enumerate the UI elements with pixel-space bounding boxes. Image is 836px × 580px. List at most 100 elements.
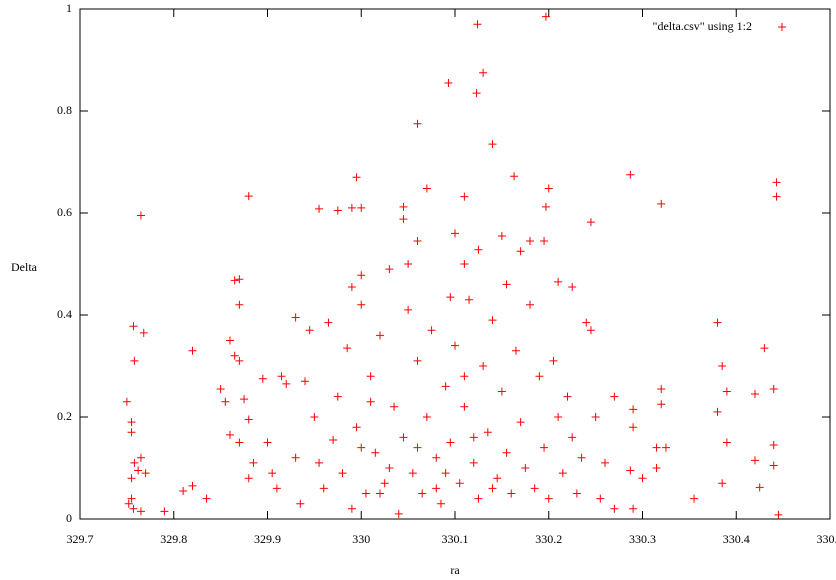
point (230, 276, 239, 285)
point (139, 328, 148, 337)
x-tick-label: 330 (352, 532, 370, 546)
point (769, 441, 778, 450)
point (769, 384, 778, 393)
point (541, 202, 550, 211)
point (235, 300, 244, 309)
point (460, 260, 469, 268)
point (610, 392, 619, 401)
point (572, 489, 581, 498)
point (591, 413, 600, 421)
point (469, 458, 478, 467)
point (722, 387, 731, 396)
point (361, 489, 370, 498)
point (413, 119, 422, 128)
point (446, 293, 455, 302)
point (586, 326, 595, 335)
point (291, 313, 300, 322)
point (385, 265, 394, 274)
point (427, 326, 436, 335)
point (772, 178, 781, 187)
point (541, 12, 550, 21)
point (404, 260, 413, 268)
point (422, 413, 431, 421)
point (357, 203, 366, 212)
y-tick-label: 0.2 (57, 409, 72, 423)
point (347, 504, 356, 513)
point (127, 418, 136, 427)
point (235, 438, 244, 447)
point (347, 282, 356, 291)
point (333, 206, 342, 215)
point (188, 481, 197, 490)
legend-marker (778, 23, 786, 31)
point (235, 275, 244, 284)
x-tick-label: 330.5 (817, 532, 836, 546)
point (244, 415, 253, 424)
point (160, 507, 169, 516)
point (455, 479, 464, 488)
point (479, 68, 488, 77)
point (690, 494, 699, 503)
point (310, 413, 319, 421)
x-tick-label: 330.4 (723, 532, 750, 546)
point (772, 192, 781, 201)
x-tick-label: 329.8 (160, 532, 187, 546)
point (394, 509, 403, 518)
point (713, 407, 722, 416)
point (544, 184, 553, 193)
point (488, 316, 497, 325)
x-tick-label: 330.1 (442, 532, 469, 546)
point (357, 300, 366, 309)
point (130, 458, 139, 467)
point (136, 211, 145, 220)
point (263, 438, 272, 447)
point (472, 89, 481, 98)
point (130, 356, 139, 365)
y-axis-label: Delta (11, 260, 38, 274)
point (474, 245, 483, 254)
y-tick-label: 1 (66, 1, 72, 15)
point (418, 489, 427, 498)
point (441, 382, 450, 391)
x-tick-label: 330.2 (535, 532, 562, 546)
point (272, 484, 281, 493)
point (179, 486, 188, 495)
point (451, 341, 459, 350)
point (497, 231, 506, 240)
point (347, 203, 356, 212)
point (473, 20, 482, 29)
point (371, 448, 380, 457)
point (474, 494, 483, 503)
point (568, 433, 577, 442)
point (760, 344, 769, 353)
point (221, 397, 230, 406)
point (469, 433, 478, 442)
point (127, 494, 136, 503)
point (535, 372, 544, 381)
point (390, 402, 399, 411)
point (629, 405, 638, 414)
y-tick-label: 0.8 (57, 103, 72, 117)
point (554, 413, 563, 421)
point (722, 438, 731, 447)
point (366, 397, 375, 406)
point (268, 469, 277, 478)
point (601, 458, 609, 467)
point (554, 277, 563, 286)
point (460, 402, 469, 411)
point (441, 469, 450, 478)
point (399, 202, 408, 211)
point (751, 456, 759, 465)
point (226, 336, 234, 345)
point (408, 469, 417, 478)
point (315, 458, 324, 467)
point (657, 199, 666, 208)
point (479, 362, 488, 370)
point (460, 192, 469, 201)
point (188, 346, 197, 355)
y-tick-label: 0 (66, 511, 72, 525)
point (540, 237, 549, 246)
point (122, 397, 131, 406)
point (586, 218, 595, 227)
